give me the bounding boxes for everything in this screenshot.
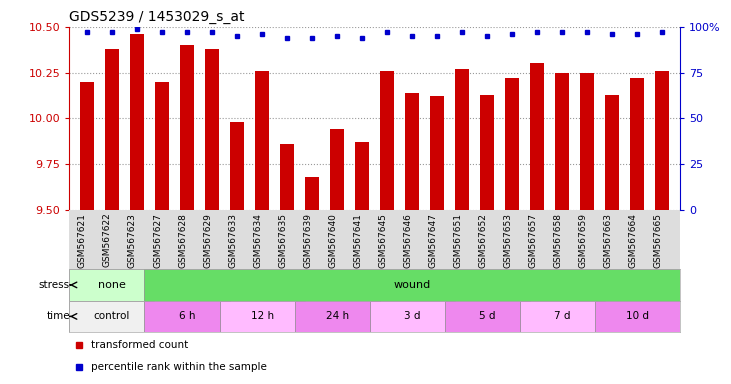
Text: GSM567665: GSM567665 (654, 213, 662, 268)
Bar (370, 301, 455, 332)
Bar (431, 96, 444, 210)
Text: 6 h: 6 h (179, 311, 195, 321)
Bar (255, 71, 269, 210)
Bar (505, 78, 519, 210)
Text: GSM567633: GSM567633 (228, 213, 237, 268)
Text: GSM567646: GSM567646 (404, 213, 412, 268)
Text: 10 d: 10 d (626, 311, 649, 321)
Text: GSM567634: GSM567634 (253, 213, 262, 268)
Text: percentile rank within the sample: percentile rank within the sample (91, 362, 267, 372)
Bar (130, 34, 144, 210)
Text: GSM567652: GSM567652 (478, 213, 487, 268)
Text: GDS5239 / 1453029_s_at: GDS5239 / 1453029_s_at (69, 10, 245, 25)
Bar (69, 301, 154, 332)
Text: GSM567663: GSM567663 (603, 213, 613, 268)
Bar (380, 71, 394, 210)
Text: stress: stress (39, 280, 70, 290)
Bar (306, 177, 319, 210)
Text: GSM567651: GSM567651 (453, 213, 462, 268)
Text: GSM567659: GSM567659 (578, 213, 587, 268)
Text: none: none (98, 280, 126, 290)
Bar (145, 269, 680, 301)
Text: GSM567641: GSM567641 (353, 213, 362, 268)
Bar (80, 82, 94, 210)
Text: GSM567658: GSM567658 (553, 213, 562, 268)
Bar (656, 71, 669, 210)
Text: GSM567623: GSM567623 (128, 213, 137, 268)
Bar (444, 301, 530, 332)
Text: GSM567629: GSM567629 (203, 213, 212, 268)
Bar (455, 69, 469, 210)
Bar (556, 73, 569, 210)
Text: GSM567657: GSM567657 (529, 213, 537, 268)
Text: control: control (94, 311, 130, 321)
Bar (595, 301, 680, 332)
Bar (531, 63, 544, 210)
Bar (69, 269, 154, 301)
Bar (480, 94, 494, 210)
Text: GSM567627: GSM567627 (153, 213, 162, 268)
Bar (630, 78, 644, 210)
Bar (355, 142, 369, 210)
Text: GSM567622: GSM567622 (103, 213, 112, 267)
Text: GSM567621: GSM567621 (78, 213, 87, 268)
Bar (105, 49, 119, 210)
Bar (145, 301, 230, 332)
Text: GSM567635: GSM567635 (278, 213, 287, 268)
Text: GSM567628: GSM567628 (178, 213, 187, 268)
Text: GSM567647: GSM567647 (428, 213, 437, 268)
Bar (205, 49, 219, 210)
Text: 24 h: 24 h (325, 311, 349, 321)
Text: GSM567653: GSM567653 (503, 213, 512, 268)
Text: GSM567640: GSM567640 (328, 213, 337, 268)
Bar (219, 301, 305, 332)
Bar (155, 82, 169, 210)
Bar (605, 94, 619, 210)
Text: GSM567645: GSM567645 (378, 213, 387, 268)
Bar (520, 301, 605, 332)
Text: GSM567639: GSM567639 (303, 213, 312, 268)
Text: time: time (46, 311, 70, 321)
Bar (580, 73, 594, 210)
Text: 5 d: 5 d (479, 311, 496, 321)
Bar (405, 93, 419, 210)
Bar (330, 129, 344, 210)
Text: 12 h: 12 h (251, 311, 273, 321)
Text: 7 d: 7 d (554, 311, 570, 321)
Text: 3 d: 3 d (404, 311, 420, 321)
Bar (280, 144, 294, 210)
Text: wound: wound (393, 280, 431, 290)
Bar (230, 122, 244, 210)
Bar (180, 45, 194, 210)
Text: GSM567664: GSM567664 (629, 213, 637, 268)
Text: transformed count: transformed count (91, 339, 188, 349)
Bar (295, 301, 379, 332)
